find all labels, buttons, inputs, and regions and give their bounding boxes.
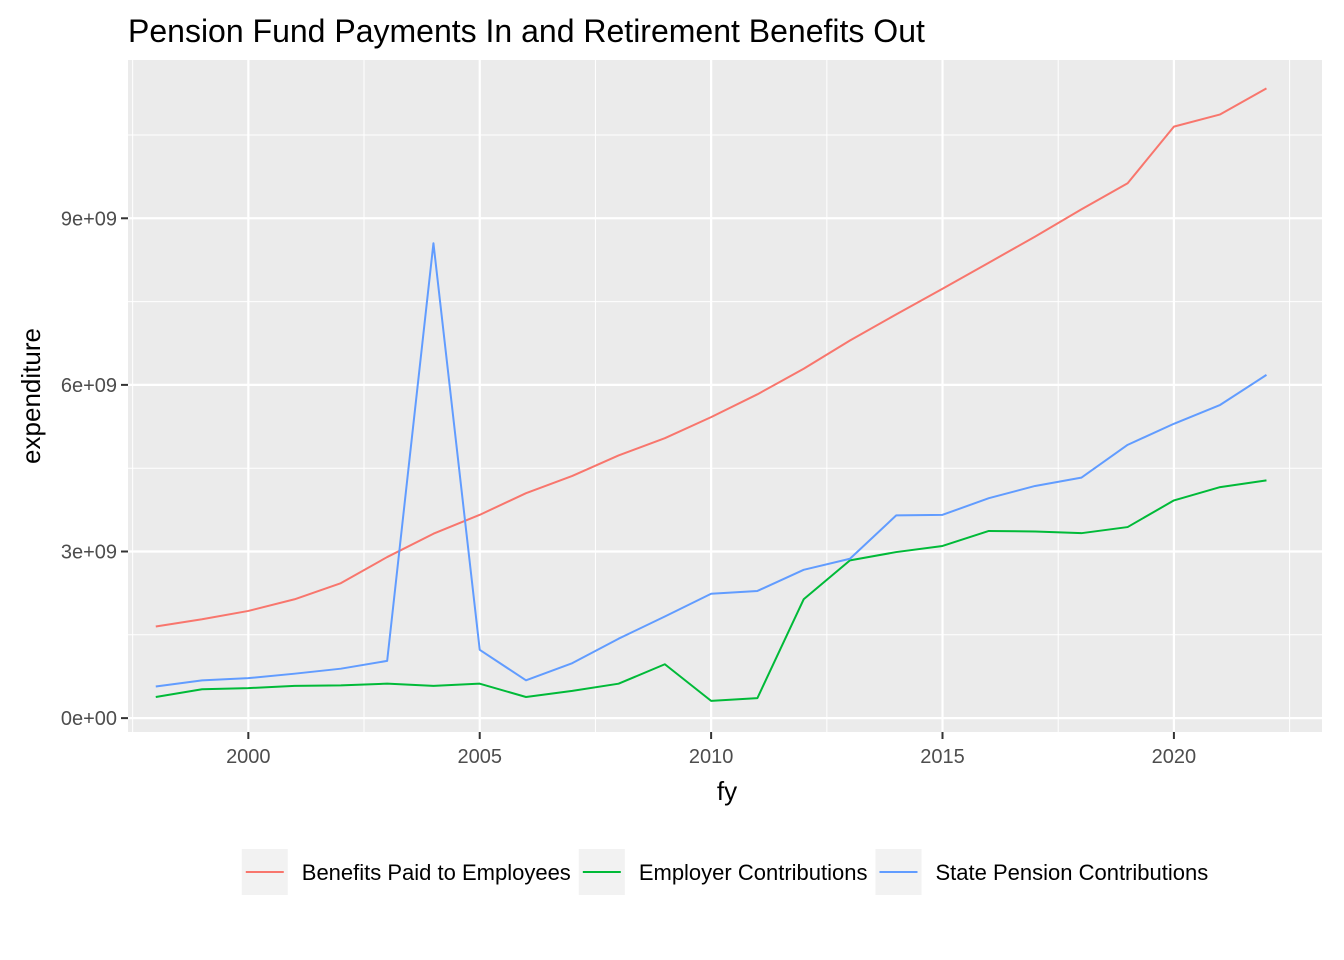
y-axis-title: expenditure: [16, 328, 46, 464]
chart-title: Pension Fund Payments In and Retirement …: [128, 13, 925, 49]
grid-major: [128, 60, 1322, 732]
y-tick-labels: 0e+00 3e+09 6e+09 9e+09: [61, 208, 117, 730]
plot-panel: [128, 60, 1322, 732]
series-line: [155, 479, 1267, 702]
y-tick-label: 9e+09: [61, 208, 117, 230]
y-tick-label: 3e+09: [61, 542, 117, 564]
axis-ticks: [121, 217, 1175, 739]
x-tick-label: 2015: [920, 746, 965, 768]
y-tick-label: 0e+00: [61, 708, 117, 730]
y-tick-label: 6e+09: [61, 375, 117, 397]
x-tick-labels: 2000 2005 2010 2015 2020: [226, 746, 1196, 768]
series-line: [155, 242, 1268, 688]
grid-minor: [128, 60, 1322, 732]
legend-label: Benefits Paid to Employees: [302, 860, 571, 885]
x-tick-label: 2005: [457, 746, 502, 768]
series-layer: [155, 87, 1268, 702]
legend-label: State Pension Contributions: [935, 860, 1208, 885]
series-line: [155, 87, 1267, 628]
x-tick-label: 2020: [1152, 746, 1197, 768]
x-tick-label: 2000: [226, 746, 271, 768]
legend: Benefits Paid to Employees Employer Contr…: [241, 849, 1208, 895]
x-tick-label: 2010: [689, 746, 734, 768]
legend-label: Employer Contributions: [639, 860, 868, 885]
x-axis-title: fy: [717, 776, 737, 806]
